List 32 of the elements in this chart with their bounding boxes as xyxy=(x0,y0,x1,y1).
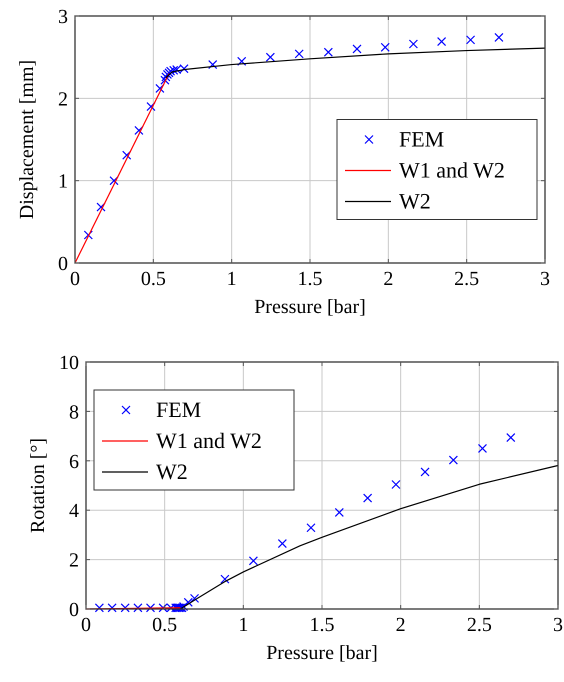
x-tick-label: 2.5 xyxy=(466,614,492,636)
y-axis-title: Rotation [°] xyxy=(27,438,49,534)
y-axis-title: Displacement [mm] xyxy=(16,60,38,220)
x-tick-label: 2.5 xyxy=(454,268,480,290)
legend-label: FEM xyxy=(156,397,202,422)
x-axis-title: Pressure [bar] xyxy=(266,642,378,664)
x-tick-label: 0.5 xyxy=(140,268,166,290)
x-tick-label: 2 xyxy=(396,614,406,636)
y-tick-label: 2 xyxy=(69,550,79,572)
legend-label: W1 and W2 xyxy=(156,428,262,453)
x-axis-title: Pressure [bar] xyxy=(254,296,366,318)
legend-label: FEM xyxy=(399,126,444,152)
legend-label: W2 xyxy=(399,188,431,214)
y-tick-label: 6 xyxy=(69,450,79,473)
y-tick-label: 0 xyxy=(58,253,68,275)
x-tick-label: 1 xyxy=(238,614,248,636)
y-tick-label: 8 xyxy=(69,401,79,424)
y-tick-label: 4 xyxy=(69,500,79,522)
x-tick-label: 3 xyxy=(553,614,563,636)
x-tick-label: 0.5 xyxy=(152,614,178,636)
legend-label: W2 xyxy=(156,459,188,484)
y-tick-label: 1 xyxy=(58,170,68,193)
x-tick-label: 3 xyxy=(540,268,550,290)
x-tick-label: 1 xyxy=(226,268,237,290)
x-tick-label: 1.5 xyxy=(298,268,322,290)
y-tick-label: 3 xyxy=(58,6,68,28)
x-tick-label: 1.5 xyxy=(310,614,334,636)
y-tick-label: 2 xyxy=(58,88,68,110)
legend-label: W1 and W2 xyxy=(399,158,505,182)
y-tick-label: 10 xyxy=(59,352,79,374)
x-tick-label: 2 xyxy=(383,268,394,290)
y-tick-label: 0 xyxy=(69,599,79,621)
